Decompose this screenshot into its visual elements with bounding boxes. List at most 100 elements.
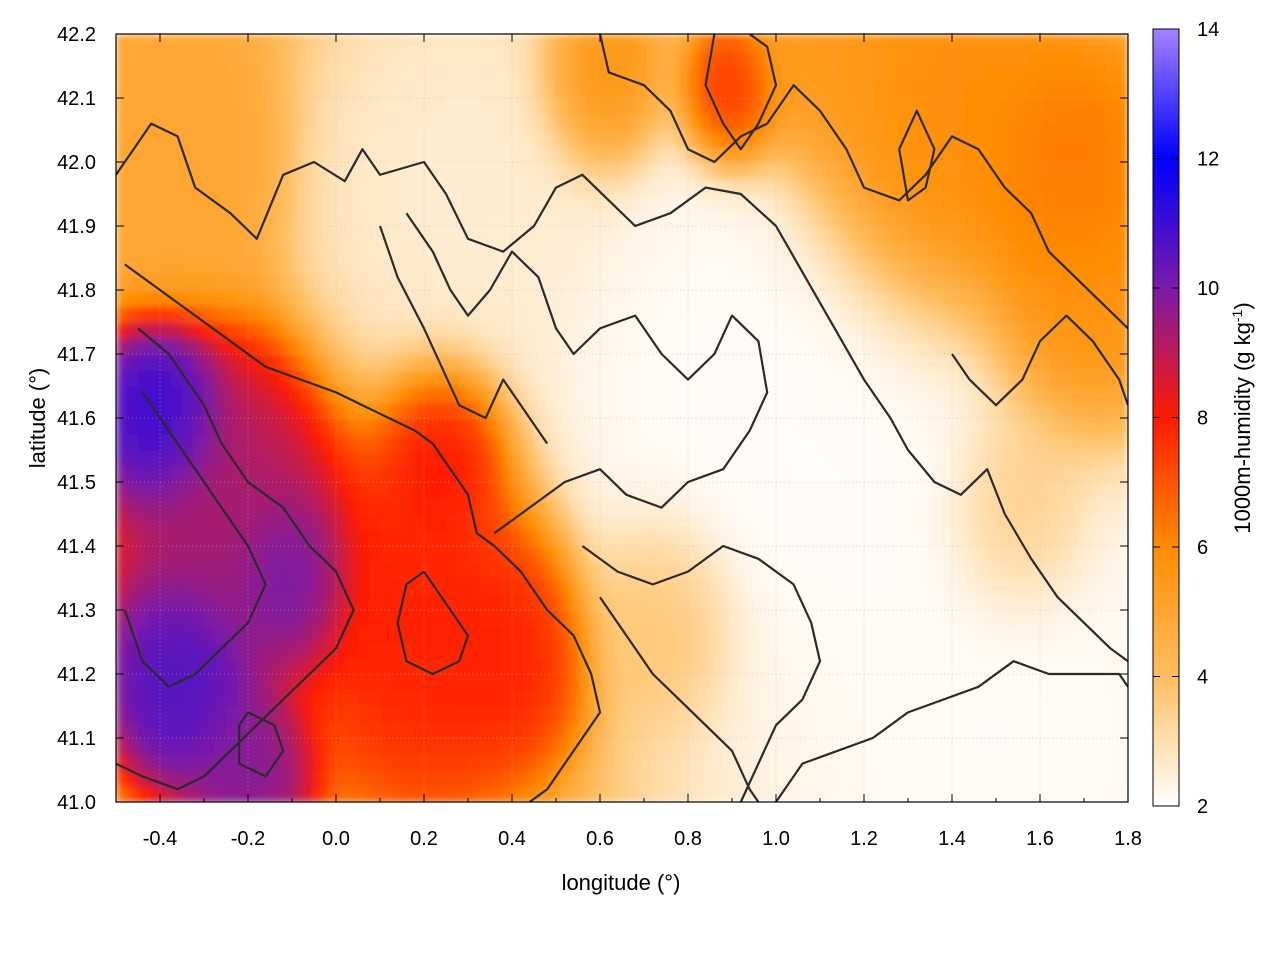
heatmap-cell bbox=[292, 530, 304, 547]
heatmap-cell bbox=[545, 546, 557, 563]
heatmap-cell bbox=[633, 386, 645, 403]
heatmap-cell bbox=[281, 530, 293, 547]
heatmap-cell bbox=[303, 434, 315, 451]
heatmap-cell bbox=[160, 306, 172, 323]
heatmap-cell bbox=[314, 114, 326, 131]
heatmap-cell bbox=[534, 50, 546, 67]
heatmap-cell bbox=[1073, 258, 1085, 275]
heatmap-cell bbox=[149, 562, 161, 579]
heatmap-cell bbox=[1106, 98, 1118, 115]
heatmap-cell bbox=[765, 226, 777, 243]
heatmap-cell bbox=[1007, 690, 1019, 707]
contour-line bbox=[599, 596, 760, 802]
heatmap-cell bbox=[248, 482, 260, 499]
heatmap-cell bbox=[765, 738, 777, 755]
heatmap-cell bbox=[919, 514, 931, 531]
heatmap-cell bbox=[688, 194, 700, 211]
heatmap-cell bbox=[831, 258, 843, 275]
heatmap-cell bbox=[303, 290, 315, 307]
heatmap-cell bbox=[556, 738, 568, 755]
heatmap-cell bbox=[776, 578, 788, 595]
heatmap-cell bbox=[721, 386, 733, 403]
heatmap-cell bbox=[116, 562, 128, 579]
heatmap-cell bbox=[776, 418, 788, 435]
heatmap-cell bbox=[842, 562, 854, 579]
heatmap-cell bbox=[842, 642, 854, 659]
heatmap-cell bbox=[512, 738, 524, 755]
heatmap-cell bbox=[391, 530, 403, 547]
heatmap-cell bbox=[655, 34, 667, 51]
heatmap-cell bbox=[787, 130, 799, 147]
colorbar-tick-label: 4 bbox=[1197, 667, 1208, 689]
heatmap-cell bbox=[336, 674, 348, 691]
heatmap-cell bbox=[259, 258, 271, 275]
heatmap-cell bbox=[1073, 114, 1085, 131]
heatmap-cell bbox=[325, 418, 337, 435]
heatmap-cell bbox=[281, 498, 293, 515]
heatmap-cell bbox=[809, 274, 821, 291]
heatmap-cell bbox=[457, 738, 469, 755]
heatmap-cell bbox=[699, 722, 711, 739]
heatmap-cell bbox=[853, 706, 865, 723]
heatmap-cell bbox=[677, 434, 689, 451]
heatmap-cell bbox=[765, 786, 777, 802]
heatmap-cell bbox=[908, 386, 920, 403]
heatmap-cell bbox=[842, 306, 854, 323]
heatmap-cell bbox=[1106, 770, 1118, 787]
heatmap-cell bbox=[479, 258, 491, 275]
heatmap-cell bbox=[215, 66, 227, 83]
heatmap-cell bbox=[941, 130, 953, 147]
heatmap-cell bbox=[292, 210, 304, 227]
heatmap-cell bbox=[226, 226, 238, 243]
heatmap-cell bbox=[930, 434, 942, 451]
heatmap-cell bbox=[952, 578, 964, 595]
heatmap-cell bbox=[457, 498, 469, 515]
heatmap-cell bbox=[809, 642, 821, 659]
heatmap-cell bbox=[490, 562, 502, 579]
heatmap-cell bbox=[1018, 562, 1030, 579]
heatmap-cell bbox=[897, 178, 909, 195]
heatmap-cell bbox=[1051, 370, 1063, 387]
heatmap-cell bbox=[1007, 402, 1019, 419]
heatmap-cell bbox=[787, 322, 799, 339]
heatmap-cell bbox=[116, 338, 128, 355]
heatmap-cell bbox=[545, 626, 557, 643]
heatmap-cell bbox=[1040, 578, 1052, 595]
heatmap-cell bbox=[259, 786, 271, 802]
heatmap-cell bbox=[336, 738, 348, 755]
heatmap-cell bbox=[424, 386, 436, 403]
heatmap-cell bbox=[743, 434, 755, 451]
heatmap-cell bbox=[644, 594, 656, 611]
heatmap-cell bbox=[732, 562, 744, 579]
heatmap-cell bbox=[138, 50, 150, 67]
heatmap-cell bbox=[512, 578, 524, 595]
heatmap-cell bbox=[1073, 274, 1085, 291]
heatmap-cell bbox=[226, 578, 238, 595]
heatmap-cell bbox=[1084, 322, 1096, 339]
heatmap-cell bbox=[413, 402, 425, 419]
heatmap-cell bbox=[248, 658, 260, 675]
heatmap-cell bbox=[798, 706, 810, 723]
heatmap-cell bbox=[424, 354, 436, 371]
heatmap-cell bbox=[314, 786, 326, 802]
heatmap-cell bbox=[380, 226, 392, 243]
heatmap-cell bbox=[743, 658, 755, 675]
heatmap-cell bbox=[116, 66, 128, 83]
heatmap-cell bbox=[919, 50, 931, 67]
heatmap-cell bbox=[402, 162, 414, 179]
heatmap-cell bbox=[182, 466, 194, 483]
heatmap-cell bbox=[501, 50, 513, 67]
heatmap-cell bbox=[292, 482, 304, 499]
heatmap-cell bbox=[314, 546, 326, 563]
heatmap-cell bbox=[402, 450, 414, 467]
heatmap-cell bbox=[424, 274, 436, 291]
heatmap-cell bbox=[688, 578, 700, 595]
heatmap-cell bbox=[347, 578, 359, 595]
heatmap-cell bbox=[886, 354, 898, 371]
heatmap-cell bbox=[809, 434, 821, 451]
heatmap-cell bbox=[897, 290, 909, 307]
heatmap-cell bbox=[721, 450, 733, 467]
heatmap-cell bbox=[391, 82, 403, 99]
heatmap-cell bbox=[1106, 162, 1118, 179]
heatmap-cell bbox=[1084, 194, 1096, 211]
